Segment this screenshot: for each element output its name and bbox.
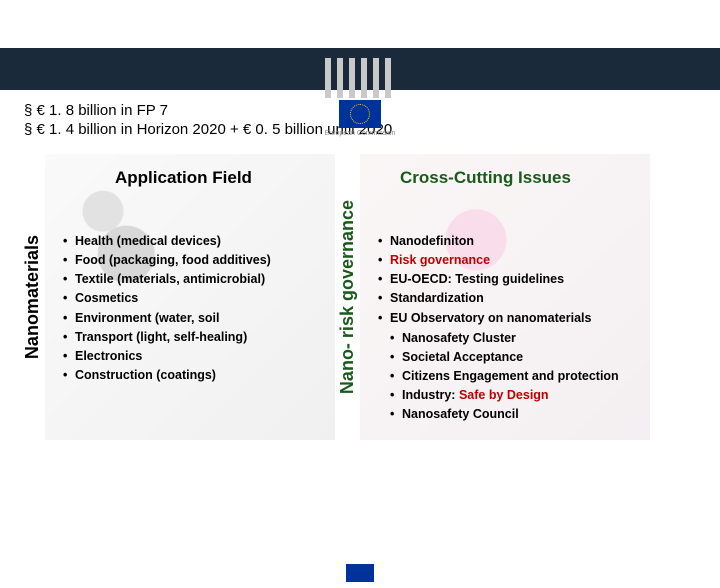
logo-label: European Commission [310,130,410,137]
list-item: Nanosafety Cluster [390,329,640,347]
list-item: Industry: Safe by Design [390,386,640,404]
list-item: Standardization [378,289,640,307]
list-item: Risk governance [378,251,640,269]
column-cross-cutting: Cross-Cutting Issues NanodefinitonRisk g… [360,154,650,440]
vertical-label-right: Nano- risk governance [335,196,360,398]
list-item: Cosmetics [63,289,325,307]
list-item: Societal Acceptance [390,348,640,366]
ec-logo: European Commission [310,48,410,148]
columns: Nanomaterials Application Field Health (… [0,148,720,440]
list-item: Construction (coatings) [63,366,325,384]
sub-list: Nanosafety ClusterSocietal AcceptanceCit… [378,329,640,424]
footer-flag-icon [346,564,374,582]
col-left-title: Application Field [45,154,335,226]
col-right-title: Cross-Cutting Issues [360,154,650,226]
col-right-body: NanodefinitonRisk governanceEU-OECD: Tes… [360,226,650,440]
list-item: EU Observatory on nanomaterials [378,309,640,327]
vertical-label-left: Nanomaterials [20,231,45,363]
list-item: Nanosafety Council [390,405,640,423]
list-item: Textile (materials, antimicrobial) [63,270,325,288]
list-item: Nanodefiniton [378,232,640,250]
list-item: Electronics [63,347,325,365]
building-icon [315,48,405,98]
col-left-body: Health (medical devices)Food (packaging,… [45,226,335,401]
column-application-field: Application Field Health (medical device… [45,154,335,440]
issues-list: NanodefinitonRisk governanceEU-OECD: Tes… [378,232,640,423]
list-item: Citizens Engagement and protection [390,367,640,385]
application-list: Health (medical devices)Food (packaging,… [63,232,325,384]
list-item: Food (packaging, food additives) [63,251,325,269]
list-item: Environment (water, soil [63,309,325,327]
list-item: Transport (light, self-healing) [63,328,325,346]
list-item: Health (medical devices) [63,232,325,250]
eu-flag-icon [339,100,381,128]
list-item: EU-OECD: Testing guidelines [378,270,640,288]
